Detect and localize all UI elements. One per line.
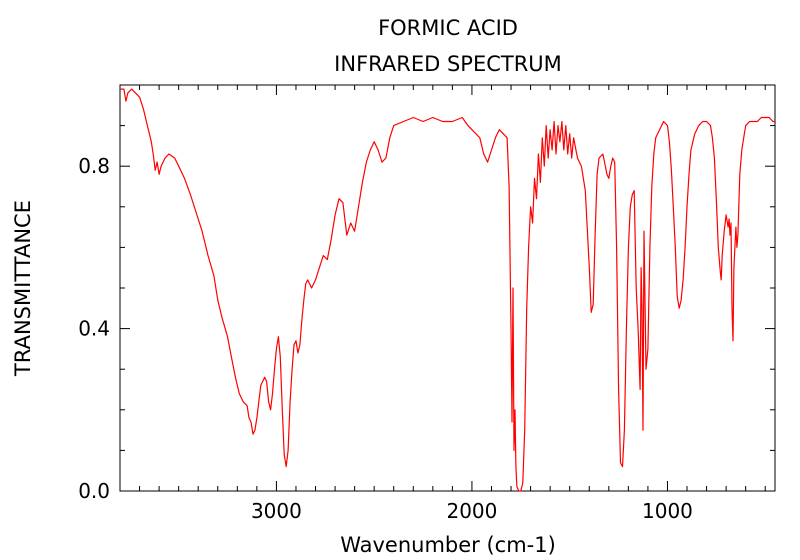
tick-labels: 3000 2000 1000 0.0 0.4 0.8 [78, 154, 693, 523]
x-tick-label: 2000 [446, 499, 497, 523]
x-tick-label: 3000 [251, 499, 302, 523]
y-tick-label: 0.4 [78, 317, 110, 341]
chart-title: FORMIC ACID [378, 16, 518, 40]
y-tick-label: 0.0 [78, 479, 110, 503]
x-axis-label: Wavenumber (cm-1) [340, 533, 556, 557]
y-tick-label: 0.8 [78, 154, 110, 178]
y-axis-label: TRANSMITTANCE [11, 200, 35, 377]
series-line [120, 88, 775, 492]
axis-ticks [119, 84, 775, 492]
series-layer [120, 88, 775, 492]
chart-subtitle: INFRARED SPECTRUM [334, 52, 562, 76]
x-tick-label: 1000 [642, 499, 693, 523]
